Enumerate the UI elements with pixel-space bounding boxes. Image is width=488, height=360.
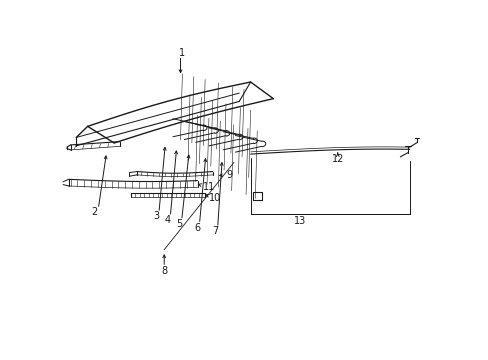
Text: 10: 10: [208, 193, 220, 203]
Text: 2: 2: [91, 207, 98, 217]
Text: 11: 11: [203, 182, 215, 192]
Text: 4: 4: [164, 215, 171, 225]
Text: 8: 8: [161, 266, 167, 276]
Text: 1: 1: [179, 48, 185, 58]
Text: 9: 9: [226, 170, 232, 180]
Text: 3: 3: [153, 211, 160, 221]
Text: 12: 12: [331, 154, 343, 164]
Text: 5: 5: [176, 219, 182, 229]
Text: 13: 13: [293, 216, 305, 226]
Text: 6: 6: [194, 222, 200, 233]
Text: 7: 7: [212, 226, 219, 236]
